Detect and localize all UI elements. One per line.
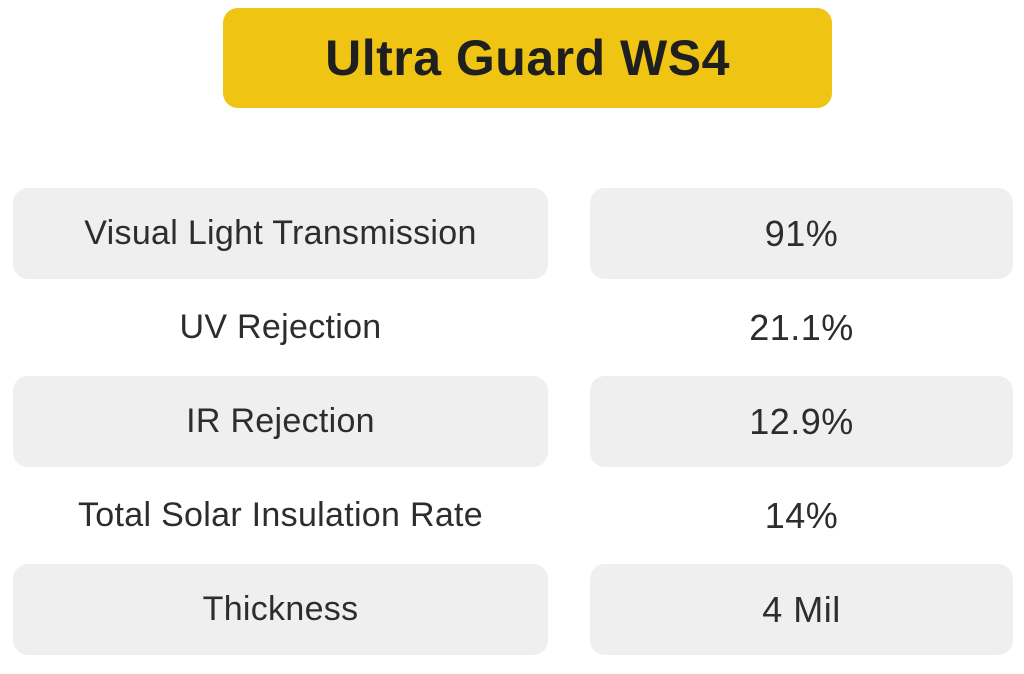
row-label: Thickness bbox=[202, 590, 359, 628]
row-label-cell: Visual Light Transmission bbox=[13, 188, 548, 279]
row-label: IR Rejection bbox=[186, 402, 375, 440]
row-value-cell: 21.1% bbox=[590, 282, 1013, 373]
table-row: UV Rejection 21.1% bbox=[0, 282, 1024, 373]
row-value: 14% bbox=[764, 494, 839, 536]
row-value-cell: 91% bbox=[590, 188, 1013, 279]
row-label: UV Rejection bbox=[179, 308, 382, 346]
row-label-cell: Thickness bbox=[13, 564, 548, 655]
row-label: Visual Light Transmission bbox=[84, 214, 477, 252]
row-value-cell: 14% bbox=[590, 470, 1013, 561]
product-title-banner: Ultra Guard WS4 bbox=[223, 8, 832, 108]
row-value: 4 Mil bbox=[762, 588, 841, 630]
spec-table: Visual Light Transmission 91% UV Rejecti… bbox=[0, 188, 1024, 655]
row-value: 91% bbox=[764, 212, 839, 254]
table-row: Visual Light Transmission 91% bbox=[0, 188, 1024, 279]
table-row: IR Rejection 12.9% bbox=[0, 376, 1024, 467]
row-label-cell: Total Solar Insulation Rate bbox=[13, 470, 548, 561]
row-label-cell: IR Rejection bbox=[13, 376, 548, 467]
table-row: Total Solar Insulation Rate 14% bbox=[0, 470, 1024, 561]
row-label: Total Solar Insulation Rate bbox=[78, 496, 483, 534]
product-title: Ultra Guard WS4 bbox=[325, 30, 730, 86]
row-value-cell: 12.9% bbox=[590, 376, 1013, 467]
row-value: 12.9% bbox=[749, 400, 854, 442]
row-value-cell: 4 Mil bbox=[590, 564, 1013, 655]
row-value: 21.1% bbox=[749, 306, 854, 348]
table-row: Thickness 4 Mil bbox=[0, 564, 1024, 655]
row-label-cell: UV Rejection bbox=[13, 282, 548, 373]
